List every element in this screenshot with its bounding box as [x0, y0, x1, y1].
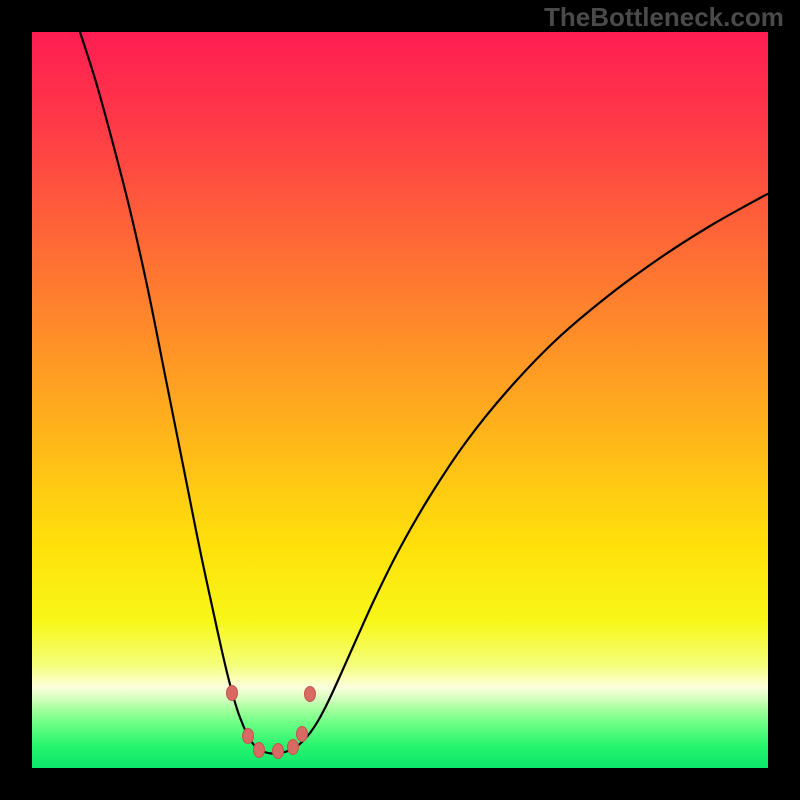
- curve-marker: [288, 740, 299, 755]
- curve-marker: [297, 727, 308, 742]
- curve-marker: [305, 687, 316, 702]
- curve-marker: [243, 729, 254, 744]
- bottleneck-chart: TheBottleneck.com: [0, 0, 800, 800]
- curve-marker: [254, 743, 265, 758]
- watermark-text: TheBottleneck.com: [544, 2, 784, 32]
- curve-marker: [273, 744, 284, 759]
- curve-marker: [227, 686, 238, 701]
- gradient-background: [32, 32, 768, 768]
